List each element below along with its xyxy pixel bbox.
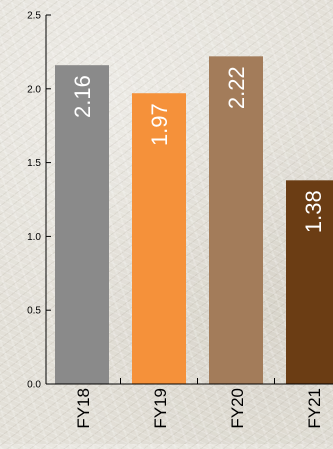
x-axis: FY18 FY19 FY20 FY21: [46, 378, 333, 429]
bar-fy18: [55, 65, 109, 385]
value-label: 2.22: [224, 66, 249, 109]
x-tick-label: FY20: [228, 388, 247, 429]
bar-fy19: [132, 93, 186, 384]
bar-fy21: [286, 180, 333, 384]
value-label: 1.38: [301, 190, 326, 233]
y-tick-label: 0.0: [27, 380, 41, 391]
y-axis: 0.0 0.5 1.0 1.5 2.0 2.5: [27, 11, 51, 391]
value-label: 1.97: [147, 103, 172, 146]
bars: 2.16 1.97 2.22 1.38: [55, 56, 333, 385]
y-tick-label: 2.5: [27, 11, 41, 22]
x-tick-label: FY18: [74, 388, 93, 429]
y-tick-label: 0.5: [27, 306, 41, 317]
x-tick-label: FY19: [151, 388, 170, 429]
x-tick-label: FY21: [305, 388, 324, 429]
bar-fy20: [209, 56, 263, 384]
y-tick-label: 1.5: [27, 158, 41, 169]
value-label: 2.16: [70, 75, 95, 118]
y-tick-label: 1.0: [27, 232, 41, 243]
y-tick-label: 2.0: [27, 84, 41, 95]
